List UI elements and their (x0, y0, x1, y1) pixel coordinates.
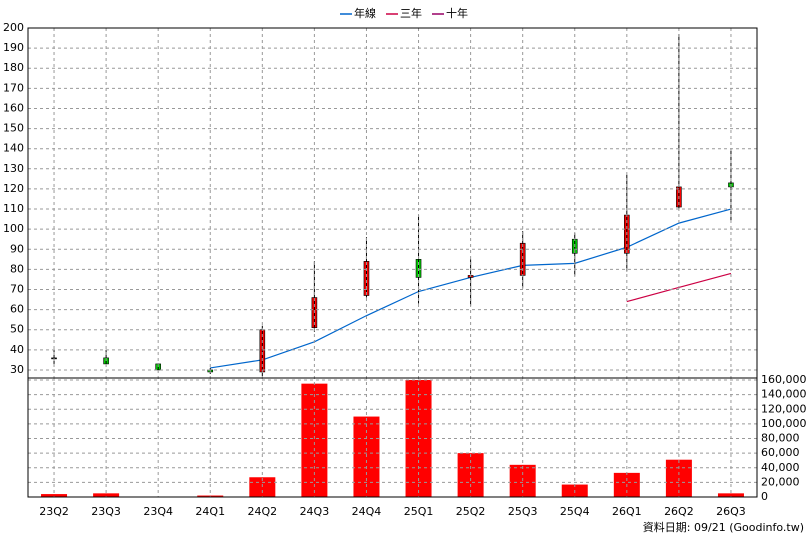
y-tick-label: 60 (10, 303, 24, 316)
y2-tick-label: 100,000 (761, 417, 807, 430)
y-tick-label: 50 (10, 323, 24, 336)
x-tick-label: 23Q2 (39, 505, 69, 518)
y2-tick-label: 40,000 (761, 461, 800, 474)
y-tick-label: 30 (10, 363, 24, 376)
y-tick-label: 130 (3, 162, 24, 175)
x-tick-label: 25Q1 (404, 505, 434, 518)
plot-frame (27, 27, 758, 498)
footer: 資料日期: 09/21 (Goodinfo.tw) (643, 520, 804, 534)
y-tick-label: 100 (3, 222, 24, 235)
y-tick-label: 40 (10, 343, 24, 356)
x-tick-label: 25Q3 (508, 505, 538, 518)
x-tick-label: 24Q3 (300, 505, 330, 518)
y2-tick-label: 60,000 (761, 446, 800, 459)
legend-label: 十年 (446, 6, 468, 20)
y2-tick-label: 160,000 (761, 373, 807, 386)
x-tick-label: 26Q3 (716, 505, 746, 518)
y-tick-label: 80 (10, 262, 24, 275)
bar (717, 493, 744, 497)
x-tick-label: 23Q3 (91, 505, 121, 518)
y-tick-label: 110 (3, 202, 24, 215)
x-tick-label: 25Q4 (560, 505, 590, 518)
y2-tick-label: 140,000 (761, 388, 807, 401)
y2-tick-label: 0 (761, 490, 768, 503)
x-tick-label: 24Q2 (247, 505, 277, 518)
bar (41, 494, 68, 497)
x-tick-label: 25Q2 (456, 505, 486, 518)
x-tick-label: 26Q1 (612, 505, 642, 518)
y-tick-label: 90 (10, 242, 24, 255)
legend-label: 年線 (354, 6, 376, 20)
legend-label: 三年 (400, 6, 422, 20)
y-tick-label: 190 (3, 41, 24, 54)
x-tick-label: 23Q4 (143, 505, 173, 518)
x-tick-label: 26Q2 (664, 505, 694, 518)
y2-tick-label: 120,000 (761, 402, 807, 415)
y-tick-label: 200 (3, 21, 24, 34)
y-tick-label: 180 (3, 61, 24, 74)
y-tick-label: 150 (3, 122, 24, 135)
y2-tick-label: 80,000 (761, 432, 800, 445)
x-tick-label: 24Q1 (195, 505, 225, 518)
y-tick-label: 70 (10, 282, 24, 295)
x-tick-label: 24Q4 (352, 505, 382, 518)
y-tick-label: 160 (3, 101, 24, 114)
bar (93, 493, 120, 497)
y2-tick-label: 20,000 (761, 475, 800, 488)
y-tick-label: 120 (3, 182, 24, 195)
y-tick-label: 140 (3, 142, 24, 155)
y-tick-label: 170 (3, 81, 24, 94)
